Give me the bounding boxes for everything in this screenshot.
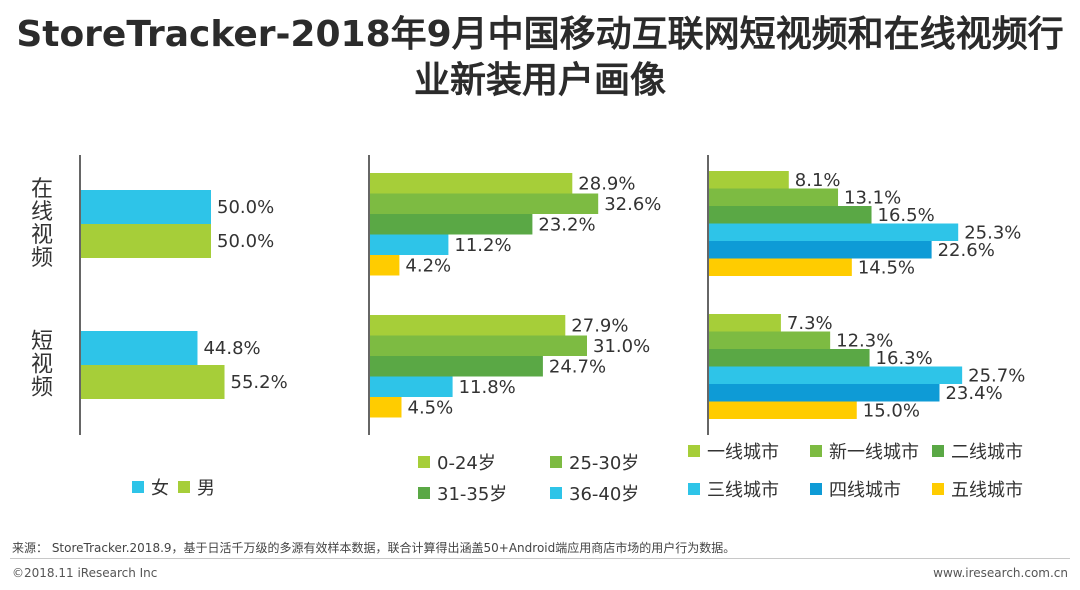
legend-label: 0-24岁 (437, 453, 496, 474)
page-title: StoreTracker-2018年9月中国移动互联网短视频和在线视频行业新装用… (16, 14, 1064, 101)
data-label: 4.2% (405, 255, 451, 276)
bar (709, 401, 857, 419)
category-label: 短视频 (31, 330, 53, 401)
legend-swatch (688, 483, 700, 495)
data-label: 44.8% (203, 338, 260, 359)
data-label: 31.0% (593, 336, 650, 357)
bar (370, 193, 599, 214)
bar (709, 223, 959, 241)
data-label: 50.0% (217, 231, 274, 252)
footer-divider (10, 558, 1070, 559)
bar (709, 206, 872, 224)
data-label: 22.6% (938, 240, 995, 261)
bar (370, 315, 566, 336)
bar (709, 171, 789, 189)
legend-swatch (418, 456, 430, 468)
legend-label: 25-30岁 (569, 453, 639, 474)
bar (370, 335, 587, 356)
chart-panel-1: 50.0%50.0%在线视频44.8%55.2%短视频女男 (31, 155, 288, 499)
bar (709, 384, 940, 402)
bar (370, 356, 543, 377)
data-label: 16.5% (878, 205, 935, 226)
bar (370, 376, 453, 397)
bar (370, 214, 533, 235)
legend-swatch (178, 481, 190, 493)
legend-swatch (550, 456, 562, 468)
data-label: 11.8% (459, 377, 516, 398)
data-label: 23.2% (538, 214, 595, 235)
data-label: 12.3% (836, 330, 893, 351)
bar (370, 173, 573, 194)
legend-swatch (932, 445, 944, 457)
legend-swatch (810, 445, 822, 457)
legend-label: 四线城市 (829, 480, 901, 501)
data-label: 14.5% (858, 257, 915, 278)
bar (709, 349, 870, 367)
legend-swatch (810, 483, 822, 495)
bar (709, 314, 781, 332)
legend-label: 五线城市 (951, 480, 1023, 501)
data-label: 55.2% (231, 372, 288, 393)
data-label: 8.1% (795, 170, 841, 191)
legend-label: 36-40岁 (569, 484, 639, 505)
bar (709, 241, 932, 259)
data-label: 11.2% (454, 235, 511, 256)
legend-label: 男 (197, 478, 215, 499)
bar (370, 255, 400, 276)
chart-panel-2: 28.9%32.6% 23.2% 11.2%4.2% 27.9%31.0%24.7% 1… (368, 155, 661, 505)
legend-label: 31-35岁 (437, 484, 507, 505)
legend-swatch (550, 487, 562, 499)
chart-panel-3: 8.1%13.1%16.5% 25.3%22.6% 14.5% 7.3%12.3%16… (688, 155, 1025, 501)
category-label: 在线视频 (31, 177, 53, 271)
legend: 女男 (132, 478, 215, 499)
data-label: 23.4% (945, 383, 1002, 404)
data-label: 13.1% (844, 187, 901, 208)
footer-url[interactable]: www.iresearch.com.cn (933, 566, 1068, 580)
data-label: 7.3% (787, 313, 833, 334)
legend-swatch (418, 487, 430, 499)
copyright: ©2018.11 iResearch Inc (12, 566, 158, 580)
legend-label: 二线城市 (951, 442, 1023, 463)
legend-label: 新一线城市 (829, 442, 919, 463)
bar (81, 331, 198, 365)
bar (81, 190, 211, 224)
data-label: 25.7% (968, 365, 1025, 386)
bar (370, 234, 449, 255)
bar (709, 258, 852, 276)
legend-swatch (688, 445, 700, 457)
bar (709, 331, 831, 349)
data-label: 15.0% (863, 400, 920, 421)
bar (709, 366, 963, 384)
source-note: 来源： StoreTracker.2018.9，基于日活千万级的多源有效样本数据… (12, 541, 736, 555)
data-label: 25.3% (964, 222, 1021, 243)
bar (81, 224, 211, 258)
data-label: 32.6% (604, 194, 661, 215)
legend: 0-24岁 25-30岁 31-35岁 36-40岁 (418, 453, 639, 505)
legend-label: 三线城市 (707, 480, 779, 501)
bar (370, 397, 402, 418)
legend-swatch (132, 481, 144, 493)
legend-label: 女 (151, 478, 169, 499)
bar (709, 188, 839, 206)
bar (81, 365, 225, 399)
data-label: 50.0% (217, 197, 274, 218)
data-label: 27.9% (571, 315, 628, 336)
data-label: 24.7% (549, 356, 606, 377)
data-label: 16.3% (876, 348, 933, 369)
legend-swatch (932, 483, 944, 495)
legend-label: 一线城市 (707, 442, 779, 463)
data-label: 28.9% (578, 173, 635, 194)
data-label: 4.5% (408, 397, 454, 418)
